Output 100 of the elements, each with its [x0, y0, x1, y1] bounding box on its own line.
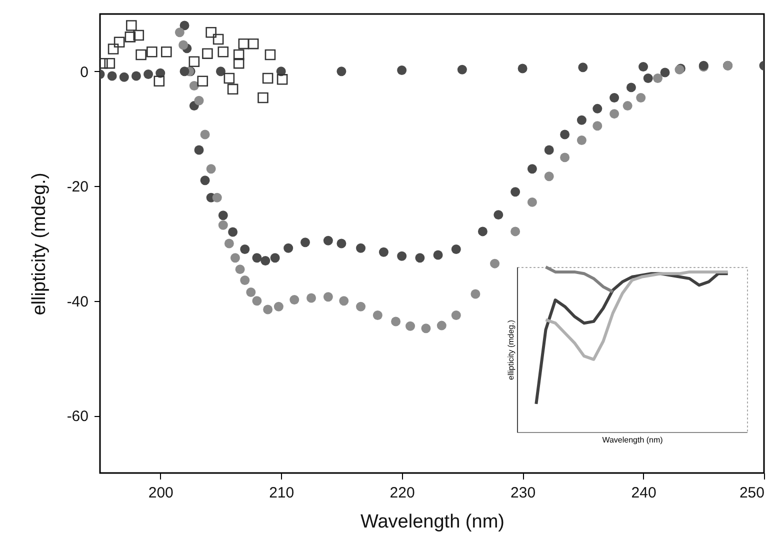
point [161, 46, 172, 58]
point [626, 82, 636, 92]
point [276, 74, 288, 85]
point [391, 316, 401, 326]
point [451, 310, 461, 320]
point [188, 56, 200, 68]
point [421, 324, 431, 334]
point [258, 92, 268, 104]
point [174, 28, 184, 38]
point [238, 38, 250, 50]
point [490, 258, 500, 268]
y-tick-label: -60 [66, 408, 88, 426]
point [560, 130, 570, 140]
point [202, 48, 213, 59]
point [300, 238, 310, 248]
point [216, 66, 226, 76]
point [470, 289, 480, 299]
point [451, 244, 461, 254]
point [136, 49, 146, 60]
point [510, 187, 520, 197]
point [133, 30, 144, 41]
point [194, 145, 204, 155]
y-tick-label: -40 [66, 293, 88, 310]
point [643, 74, 653, 83]
point [260, 256, 270, 266]
x-tick-label: 240 [631, 484, 656, 502]
point [180, 66, 190, 76]
point [433, 250, 443, 260]
point [660, 68, 670, 78]
point [119, 72, 129, 82]
point [228, 227, 238, 237]
point [252, 296, 262, 306]
point [233, 49, 244, 60]
point [527, 197, 537, 207]
point [578, 62, 588, 72]
point [306, 293, 316, 303]
point [264, 49, 276, 60]
point [560, 152, 570, 162]
point [126, 20, 137, 31]
point [494, 210, 504, 220]
point [336, 238, 346, 248]
point [263, 304, 273, 314]
point [218, 210, 228, 220]
point [284, 243, 294, 253]
point [576, 115, 586, 125]
x-tick-label: 230 [510, 484, 536, 502]
x-axis-title: Wavelength (nm) [602, 436, 664, 444]
point [224, 238, 234, 248]
point [518, 64, 528, 74]
point [653, 74, 663, 83]
point [124, 32, 136, 42]
point [240, 275, 250, 285]
point [114, 36, 125, 48]
point [154, 76, 165, 87]
y-tick-label: -20 [66, 178, 88, 196]
point [212, 34, 224, 45]
point [397, 251, 407, 261]
point [178, 40, 188, 50]
point [356, 302, 366, 312]
point [356, 243, 366, 253]
point [206, 164, 216, 174]
point [246, 288, 256, 297]
point [510, 226, 520, 236]
point [406, 321, 416, 331]
point [233, 58, 244, 69]
point [622, 101, 632, 111]
point [336, 66, 346, 76]
point [610, 93, 620, 102]
point [323, 236, 333, 246]
y-axis-title: ellipticity (mdeg.) [506, 320, 516, 380]
point [206, 26, 216, 38]
point [227, 84, 238, 95]
point [527, 164, 537, 174]
point [104, 58, 116, 69]
point [180, 20, 190, 30]
point [415, 253, 425, 263]
point [378, 247, 388, 257]
x-tick-label: 220 [390, 484, 415, 502]
point [544, 172, 554, 182]
point [339, 296, 349, 306]
point [274, 302, 284, 312]
x-tick-label: 250 [739, 484, 764, 502]
point [240, 244, 250, 254]
point [478, 226, 488, 236]
point [224, 72, 235, 84]
point [576, 135, 586, 145]
point [212, 192, 222, 202]
point [457, 64, 467, 74]
point [397, 65, 407, 75]
point [436, 320, 446, 330]
point [262, 72, 274, 84]
point [107, 71, 117, 81]
point [230, 253, 240, 263]
y-tick-label: 0 [80, 64, 88, 81]
point [200, 130, 210, 140]
point [108, 44, 119, 54]
point [248, 38, 259, 50]
point [146, 46, 158, 58]
point [636, 93, 646, 102]
point [252, 253, 262, 263]
